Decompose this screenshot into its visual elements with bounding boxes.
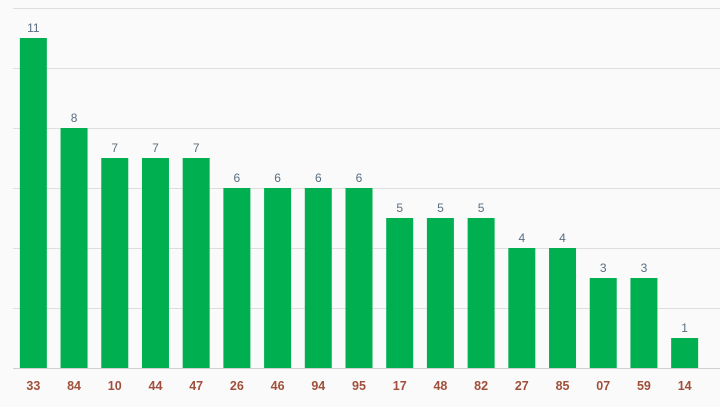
data-label-27: 4 [518, 231, 525, 245]
data-label-94: 6 [315, 171, 322, 185]
x-tick-label-82: 82 [474, 379, 488, 393]
bar-94 [304, 188, 332, 368]
bar-47 [182, 158, 210, 368]
bar-14 [671, 338, 699, 368]
x-tick-label-27: 27 [515, 379, 529, 393]
x-tick-label-95: 95 [352, 379, 366, 393]
data-label-46: 6 [274, 171, 281, 185]
bars [19, 38, 699, 368]
data-label-95: 6 [356, 171, 363, 185]
data-label-14: 1 [681, 321, 688, 335]
bar-85 [549, 248, 577, 368]
x-tick-label-17: 17 [393, 379, 407, 393]
x-tick-label-14: 14 [678, 379, 692, 393]
bar-84 [60, 128, 88, 368]
data-label-59: 3 [641, 261, 648, 275]
data-label-17: 5 [396, 201, 403, 215]
data-label-44: 7 [152, 141, 159, 155]
bar-48 [426, 218, 454, 368]
bar-27 [508, 248, 536, 368]
data-label-26: 6 [234, 171, 241, 185]
bar-33 [19, 38, 47, 368]
x-tick-label-33: 33 [26, 379, 40, 393]
x-tick-label-44: 44 [149, 379, 163, 393]
bar-26 [223, 188, 251, 368]
data-label-84: 8 [71, 111, 78, 125]
data-label-48: 5 [437, 201, 444, 215]
bar-82 [467, 218, 495, 368]
data-label-82: 5 [478, 201, 485, 215]
x-tick-label-84: 84 [67, 379, 81, 393]
x-tick-label-59: 59 [637, 379, 651, 393]
bar-59 [630, 278, 658, 368]
data-label-47: 7 [193, 141, 200, 155]
data-label-33: 11 [27, 21, 40, 35]
data-label-10: 7 [111, 141, 118, 155]
bar-44 [141, 158, 169, 368]
x-tick-label-26: 26 [230, 379, 244, 393]
x-tick-label-07: 07 [596, 379, 610, 393]
bar-07 [589, 278, 617, 368]
bar-17 [386, 218, 414, 368]
data-labels: 11 8 7 7 7 6 6 6 6 5 5 5 4 4 3 3 1 [27, 21, 688, 335]
bar-46 [264, 188, 292, 368]
x-tick-label-47: 47 [189, 379, 203, 393]
x-tick-label-94: 94 [311, 379, 325, 393]
bar-10 [101, 158, 129, 368]
x-tick-label-48: 48 [433, 379, 447, 393]
x-tick-label-85: 85 [556, 379, 570, 393]
x-tick-label-46: 46 [271, 379, 285, 393]
data-label-85: 4 [559, 231, 566, 245]
bar-95 [345, 188, 373, 368]
x-tick-label-10: 10 [108, 379, 122, 393]
data-label-07: 3 [600, 261, 607, 275]
x-axis-tick-labels: 33 84 10 44 47 26 46 94 95 17 48 82 27 85 07 59 14 [26, 379, 691, 393]
